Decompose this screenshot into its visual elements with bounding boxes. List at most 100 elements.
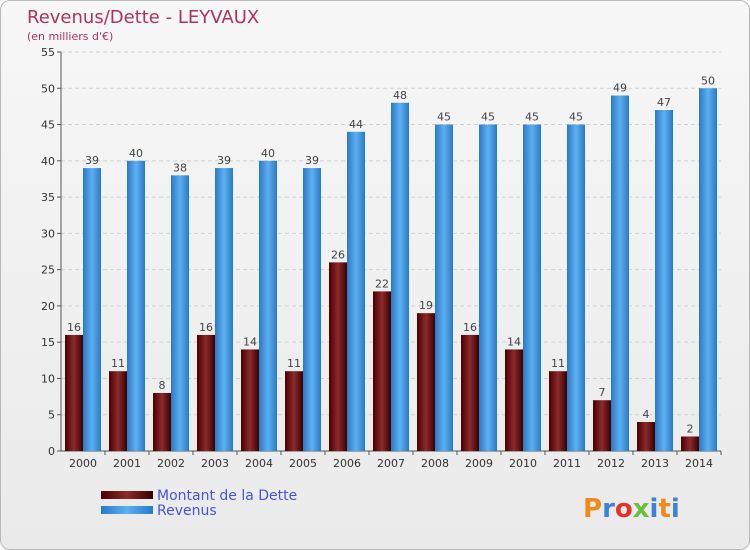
bar-revenus: [391, 102, 409, 452]
bar-debt: [329, 262, 347, 451]
data-label-revenus: 38: [173, 161, 187, 174]
x-tick-label: 2000: [69, 457, 97, 470]
logo-letter: x: [633, 494, 650, 524]
data-label-revenus: 45: [525, 111, 539, 124]
bar-revenus: [303, 168, 321, 451]
data-label-debt: 11: [551, 357, 565, 370]
data-label-debt: 14: [507, 335, 521, 348]
logo-letter: t: [658, 494, 670, 524]
bar-revenus: [699, 88, 717, 451]
data-label-revenus: 45: [569, 111, 583, 124]
y-tick-label: 15: [41, 336, 55, 349]
legend-label-revenus: Revenus: [157, 503, 217, 519]
bar-revenus: [479, 124, 497, 451]
logo-letter: o: [615, 494, 633, 524]
legend-swatch-revenus: [101, 506, 153, 514]
bar-debt: [549, 371, 567, 451]
bar-revenus: [259, 160, 277, 451]
data-label-debt: 14: [243, 335, 257, 348]
data-label-debt: 26: [331, 248, 345, 261]
x-tick-label: 2012: [597, 457, 625, 470]
data-label-revenus: 49: [613, 82, 627, 95]
logo-letter: i: [671, 494, 680, 524]
legend-swatch-debt: [101, 491, 153, 499]
bar-debt: [197, 334, 215, 451]
data-label-revenus: 45: [437, 111, 451, 124]
y-tick-label: 20: [41, 300, 55, 313]
data-label-revenus: 47: [657, 96, 671, 109]
legend-label-debt: Montant de la Dette: [157, 488, 297, 504]
x-tick-label: 2010: [509, 457, 537, 470]
data-label-revenus: 39: [217, 154, 231, 167]
data-label-revenus: 40: [261, 147, 275, 160]
data-label-debt: 16: [463, 321, 477, 334]
bar-debt: [65, 334, 83, 451]
data-label-revenus: 40: [129, 147, 143, 160]
data-label-revenus: 39: [305, 154, 319, 167]
bar-debt: [153, 392, 171, 451]
logo-letter: r: [602, 494, 615, 524]
bar-revenus: [171, 175, 189, 451]
y-tick-label: 0: [48, 445, 55, 458]
y-tick-label: 40: [41, 155, 55, 168]
data-label-debt: 7: [599, 386, 606, 399]
x-tick-label: 2001: [113, 457, 141, 470]
x-tick-label: 2004: [245, 457, 273, 470]
bar-revenus: [347, 131, 365, 452]
bar-debt: [109, 371, 127, 451]
x-tick-label: 2014: [685, 457, 713, 470]
data-label-debt: 16: [67, 321, 81, 334]
bar-debt: [461, 334, 479, 451]
logo-letter: i: [650, 494, 659, 524]
data-label-revenus: 48: [393, 89, 407, 102]
bar-revenus: [611, 95, 629, 451]
chart-subtitle: (en milliers d'€): [27, 30, 113, 43]
data-label-revenus: 39: [85, 154, 99, 167]
bar-debt: [373, 291, 391, 451]
bar-revenus: [83, 168, 101, 451]
data-label-revenus: 44: [349, 118, 363, 131]
bar-debt: [593, 400, 611, 451]
x-tick-label: 2007: [377, 457, 405, 470]
bar-debt: [681, 436, 699, 451]
data-label-debt: 8: [159, 379, 166, 392]
y-tick-label: 50: [41, 82, 55, 95]
x-tick-label: 2006: [333, 457, 361, 470]
bar-debt: [505, 349, 523, 451]
bar-revenus: [435, 124, 453, 451]
bar-debt: [285, 371, 303, 451]
data-label-revenus: 50: [701, 74, 715, 87]
logo-letter: P: [583, 494, 602, 524]
data-label-debt: 11: [111, 357, 125, 370]
y-tick-label: 25: [41, 264, 55, 277]
y-tick-label: 45: [41, 119, 55, 132]
y-tick-label: 35: [41, 191, 55, 204]
bar-debt: [241, 349, 259, 451]
bar-debt: [637, 421, 655, 451]
data-label-debt: 2: [687, 422, 694, 435]
data-labels: 16 39 11 40 8 38 16 39 14 40 11 39 26 44 22 48 19 45 16 45 1…: [67, 74, 715, 435]
data-label-debt: 22: [375, 277, 389, 290]
bar-revenus: [567, 124, 585, 451]
x-tick-label: 2011: [553, 457, 581, 470]
legend: Montant de la Dette Revenus: [101, 488, 297, 519]
bar-revenus: [655, 110, 673, 451]
bar-revenus: [215, 168, 233, 451]
data-label-debt: 16: [199, 321, 213, 334]
x-tick-label: 2009: [465, 457, 493, 470]
x-tick-label: 2005: [289, 457, 317, 470]
bars: [65, 88, 717, 452]
bar-revenus: [127, 160, 145, 451]
chart-title: Revenus/Dette - LEYVAUX: [27, 7, 259, 28]
y-tick-label: 55: [41, 46, 55, 59]
axes: 0 5 10 15 20 25 30 35 40 45 50 55 2000 2001 2002 2003 20…: [41, 46, 722, 470]
data-label-debt: 19: [419, 299, 433, 312]
x-tick-label: 2013: [641, 457, 669, 470]
data-label-debt: 11: [287, 357, 301, 370]
x-tick-label: 2003: [201, 457, 229, 470]
y-tick-label: 5: [48, 409, 55, 422]
proxiti-logo: Proxiti: [583, 494, 680, 524]
x-tick-label: 2002: [157, 457, 185, 470]
